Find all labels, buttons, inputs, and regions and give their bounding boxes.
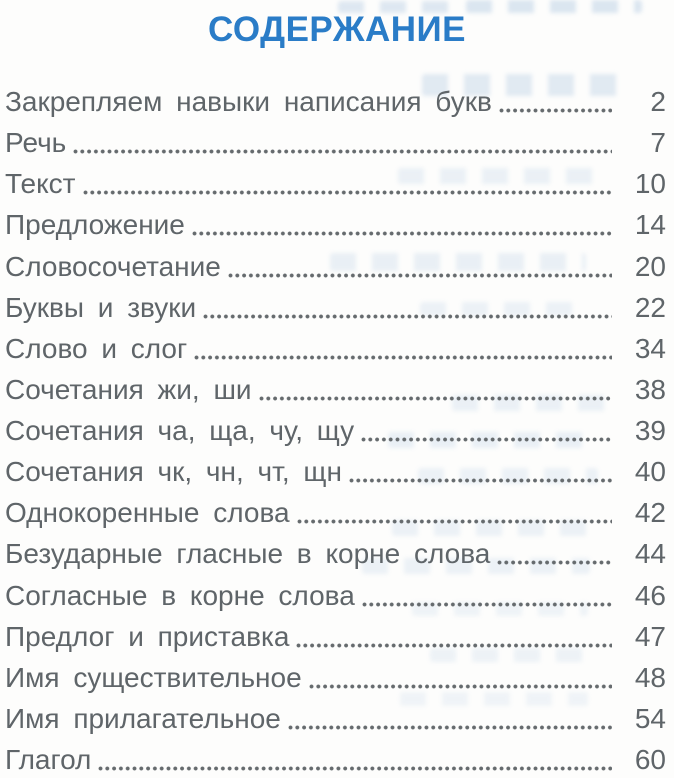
dot-leader bbox=[227, 272, 612, 278]
toc-entry-label: Слово и слог bbox=[5, 332, 188, 364]
toc-entry-page-number: 14 bbox=[634, 209, 666, 241]
toc-entry: Однокоренные слова 42 bbox=[5, 499, 666, 527]
dot-leader bbox=[308, 683, 612, 689]
toc-entry-label: Предлог и приставка bbox=[5, 620, 290, 652]
dot-leader bbox=[498, 108, 612, 113]
toc-entry-label: Закрепляем навыки написания букв bbox=[5, 86, 492, 117]
toc-entry: Безударные гласные в корне слова 44 bbox=[5, 540, 666, 568]
dot-leader bbox=[348, 478, 612, 484]
toc-entry-page-number: 42 bbox=[634, 497, 666, 529]
toc-entry-label: Буквы и звуки bbox=[5, 291, 197, 323]
toc-entry-page-number: 10 bbox=[634, 168, 666, 200]
toc-entry-page-number: 2 bbox=[650, 86, 666, 117]
dot-leader bbox=[296, 642, 612, 648]
toc-entry-page-number: 20 bbox=[634, 250, 666, 282]
dot-leader bbox=[191, 231, 612, 237]
dot-leader bbox=[258, 395, 612, 401]
toc-entry: Сочетания чк, чн, чт, щн 40 bbox=[5, 458, 666, 486]
toc-entry-page-number: 48 bbox=[634, 661, 666, 693]
toc-entry-label: Сочетания жи, ши bbox=[5, 373, 252, 405]
toc-entry-page-number: 40 bbox=[634, 456, 666, 488]
toc-entry: Сочетания ча, ща, чу, щу 39 bbox=[5, 417, 666, 445]
toc-entry-label: Речь bbox=[5, 127, 67, 159]
toc-entry-page-number: 47 bbox=[634, 620, 666, 652]
toc-entry-label: Безударные гласные в корне слова bbox=[5, 538, 491, 570]
dot-leader bbox=[73, 149, 612, 155]
page-title: СОДЕРЖАНИЕ bbox=[207, 10, 466, 49]
dot-leader bbox=[296, 519, 612, 525]
toc-entry-label: Согласные в корне слова bbox=[5, 579, 355, 611]
toc-entry-page-number: 54 bbox=[634, 702, 666, 734]
toc-entry-label: Однокоренные слова bbox=[5, 497, 290, 529]
toc-entry: Речь 7 bbox=[5, 129, 666, 157]
toc-entry: Глагол 60 bbox=[5, 746, 666, 774]
toc-entry: Слово и слог 34 bbox=[5, 332, 666, 364]
toc-entry-label: Глагол bbox=[5, 744, 92, 775]
toc-entry-label: Сочетания ча, ща, чу, щу bbox=[5, 415, 355, 446]
toc-entry-page-number: 46 bbox=[634, 579, 666, 611]
toc-entry-page-number: 34 bbox=[634, 332, 666, 364]
toc-entry-label: Словосочетание bbox=[5, 250, 221, 282]
toc-entry: Предлог и приставка 47 bbox=[5, 620, 666, 652]
dot-leader bbox=[497, 560, 612, 566]
toc-entry-page-number: 38 bbox=[634, 373, 666, 405]
toc-entry: Сочетания жи, ши 38 bbox=[5, 373, 666, 405]
toc-entry-label: Текст bbox=[5, 168, 76, 200]
toc-entry: Имя существительное 48 bbox=[5, 661, 666, 693]
toc-entry-label: Предложение bbox=[5, 209, 185, 241]
toc-entry: Буквы и звуки 22 bbox=[5, 291, 666, 323]
toc-entry-page-number: 60 bbox=[634, 744, 666, 775]
dot-leader bbox=[194, 354, 612, 360]
toc-entry: Закрепляем навыки написания букв 2 bbox=[5, 88, 666, 116]
toc-entry-label: Имя существительное bbox=[5, 661, 302, 693]
toc-entry: Предложение 14 bbox=[5, 211, 666, 239]
toc-entry-page-number: 22 bbox=[634, 291, 666, 323]
toc-entry: Согласные в корне слова 46 bbox=[5, 579, 666, 611]
dot-leader bbox=[361, 437, 612, 442]
toc-entry: Имя прилагательное 54 bbox=[5, 702, 666, 734]
toc-entry: Текст 10 bbox=[5, 170, 666, 198]
toc-entry-label: Сочетания чк, чн, чт, щн bbox=[5, 456, 342, 488]
toc-entry-page-number: 44 bbox=[634, 538, 666, 570]
toc-entry-page-number: 39 bbox=[634, 415, 666, 446]
dot-leader bbox=[287, 724, 612, 730]
dot-leader bbox=[361, 601, 612, 607]
toc-list: Закрепляем навыки написания букв 2 Речь … bbox=[5, 88, 666, 774]
dot-leader bbox=[98, 766, 612, 771]
toc-entry: Словосочетание 20 bbox=[5, 250, 666, 282]
toc-entry-label: Имя прилагательное bbox=[5, 702, 281, 734]
toc-entry-page-number: 7 bbox=[650, 127, 666, 159]
dot-leader bbox=[203, 313, 612, 319]
dot-leader bbox=[82, 190, 612, 196]
